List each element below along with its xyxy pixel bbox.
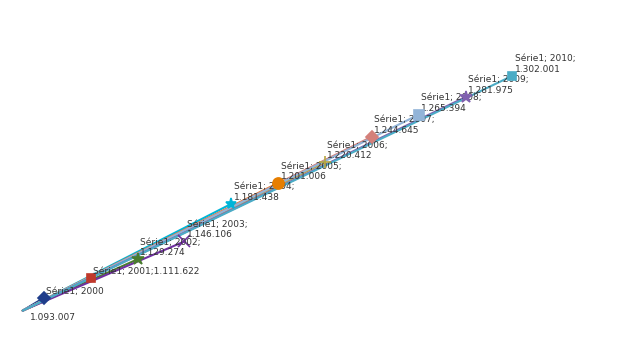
Text: Série1; 2008;
1.265.394: Série1; 2008; 1.265.394 [421,93,481,112]
Text: Série1; 2010;
1.302.001: Série1; 2010; 1.302.001 [515,54,576,74]
Text: Série1; 2000: Série1; 2000 [46,287,104,296]
Text: Série1; 2009;
1.281.975: Série1; 2009; 1.281.975 [468,76,529,95]
Text: Série1; 2001;1.111.622: Série1; 2001;1.111.622 [93,267,200,276]
Text: Série1; 2004;
1.181.438: Série1; 2004; 1.181.438 [233,182,294,202]
Text: Série1; 2005;
1.201.006: Série1; 2005; 1.201.006 [280,162,341,181]
Text: Série1; 2002;
1.129.274: Série1; 2002; 1.129.274 [140,238,200,257]
Text: Série1; 2006;
1.220.412: Série1; 2006; 1.220.412 [328,141,388,160]
Text: Série1; 2003;
1.146.106: Série1; 2003; 1.146.106 [187,220,247,239]
Text: Série1; 2007;
1.244.645: Série1; 2007; 1.244.645 [374,115,435,135]
Text: 1.093.007: 1.093.007 [30,313,76,322]
